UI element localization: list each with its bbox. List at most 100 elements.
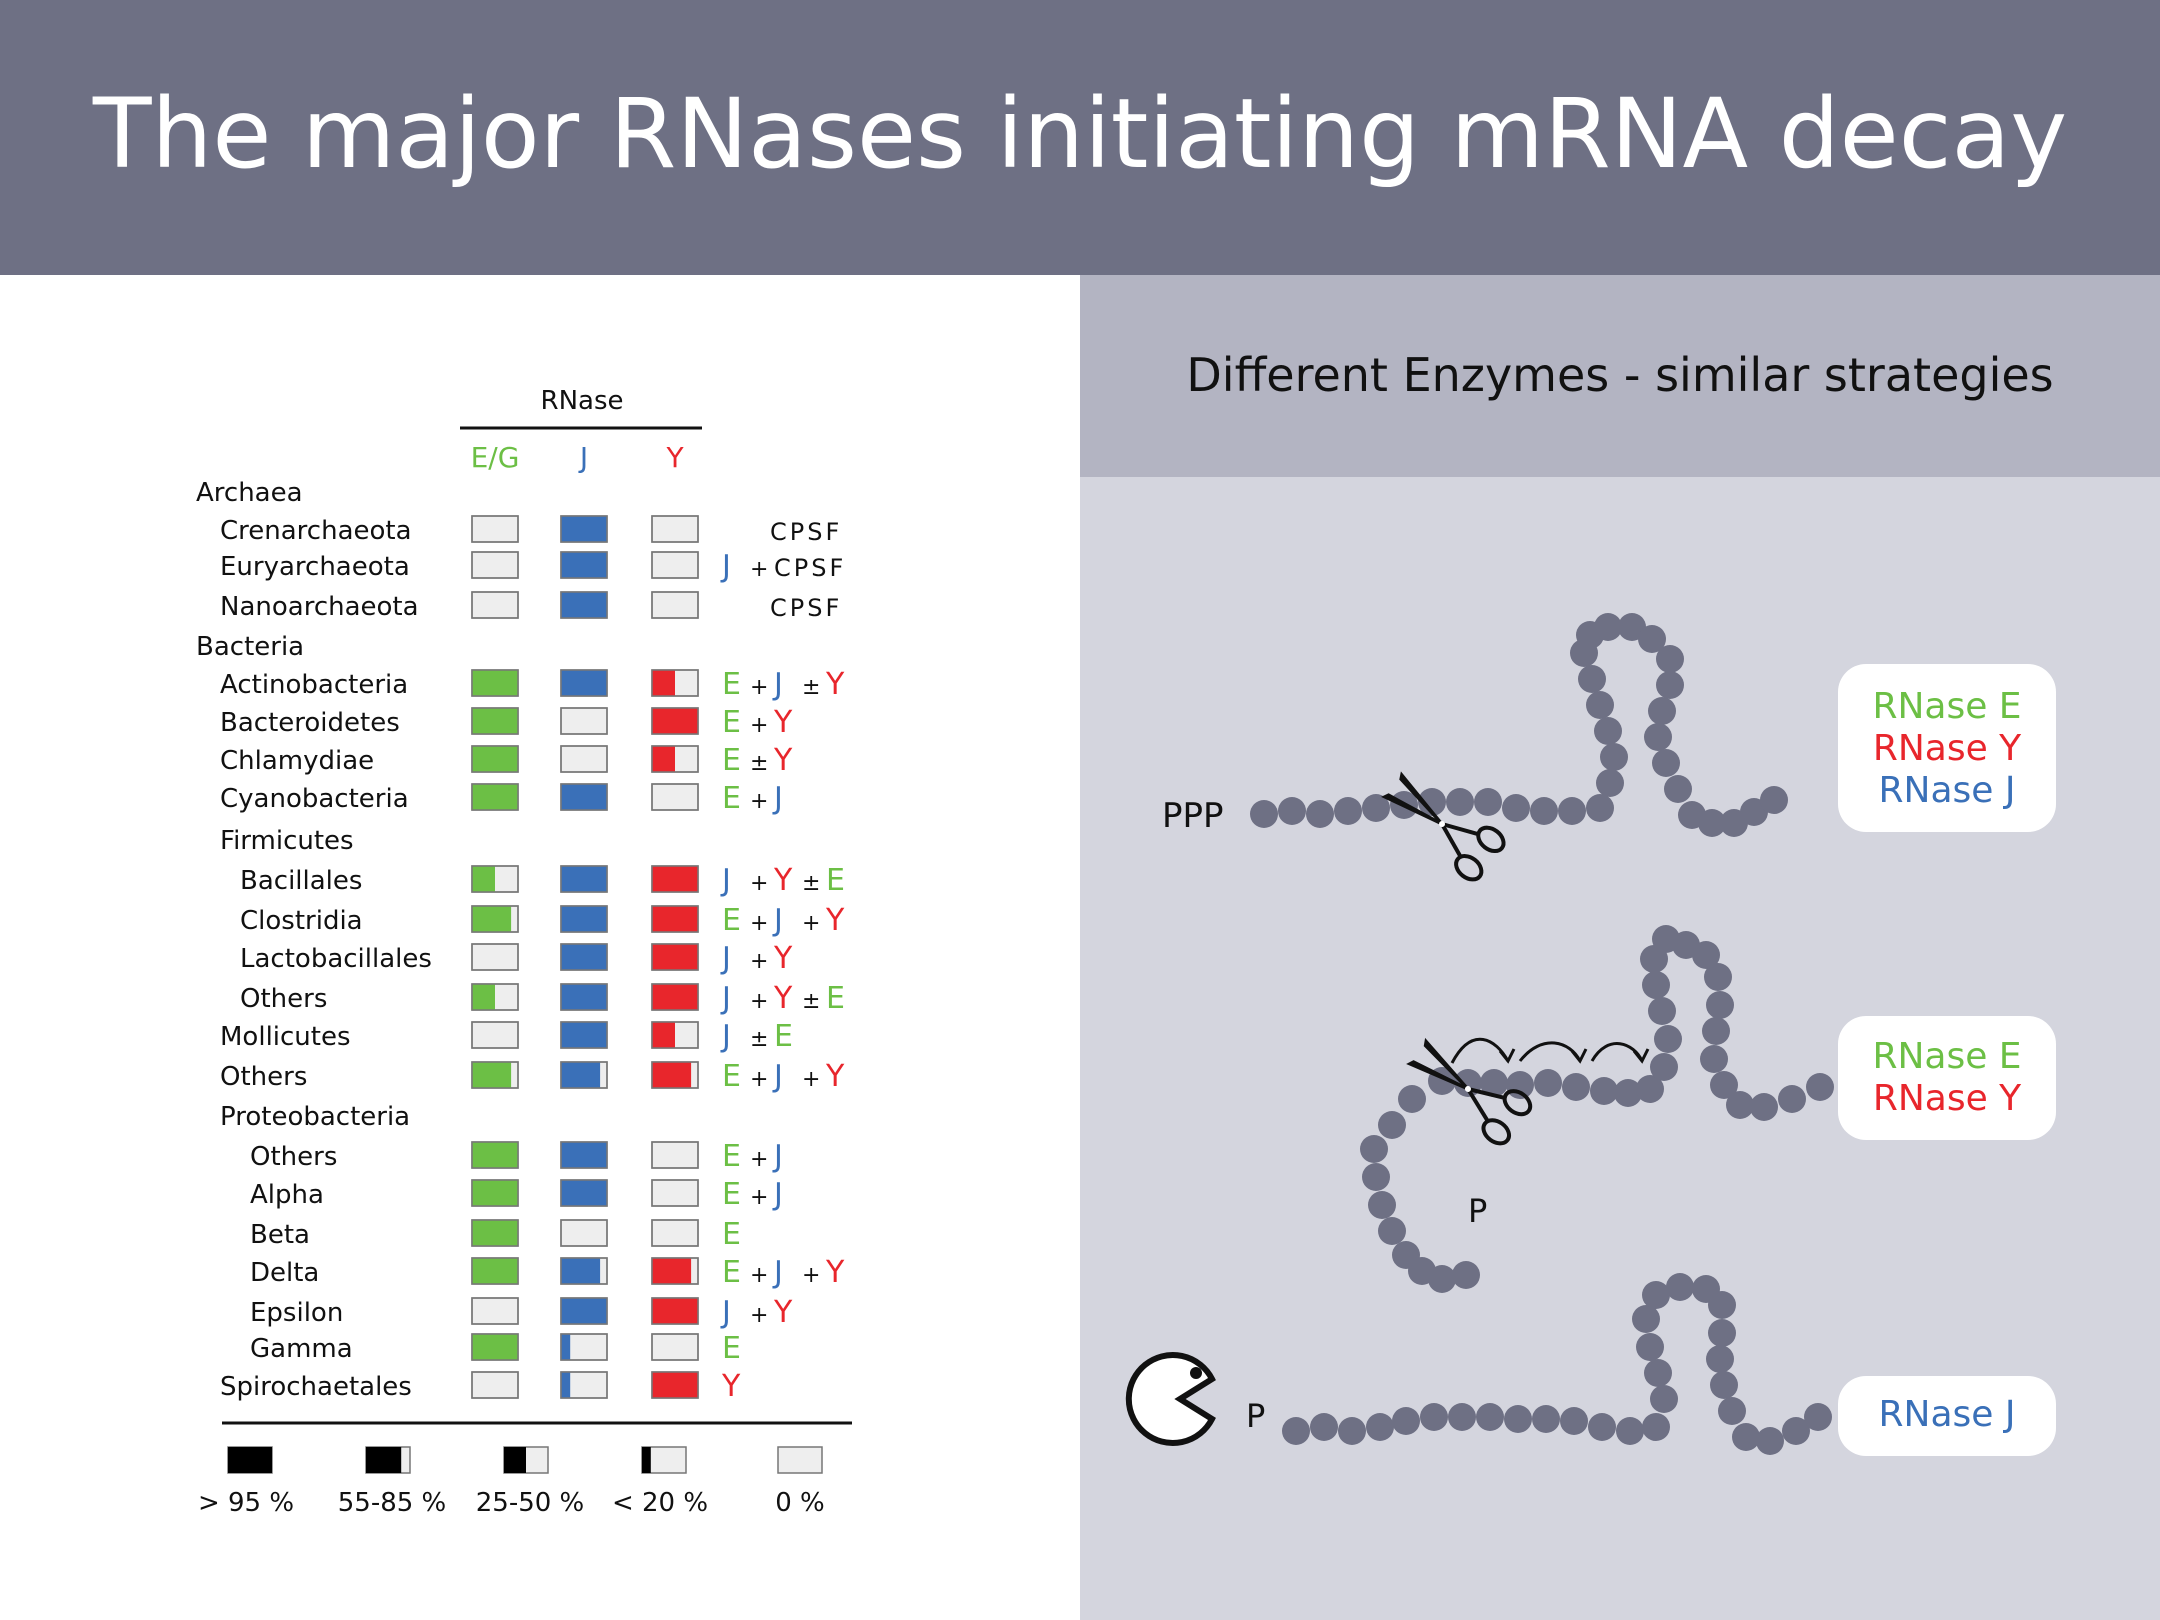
rnase-note: Y — [825, 1255, 845, 1290]
cell-fill — [472, 1142, 518, 1168]
rna-bead — [1282, 1417, 1310, 1445]
end-label-p-3: P — [1246, 1397, 1265, 1435]
rna-bead — [1726, 1091, 1754, 1119]
rnase-note: Y — [773, 705, 793, 740]
rna-bead — [1642, 1413, 1670, 1441]
cell-fill — [561, 592, 607, 618]
cell-fill — [652, 984, 698, 1010]
rna-bead — [1560, 1407, 1588, 1435]
taxon-label: Others — [250, 1142, 337, 1172]
end-label-p-2: P — [1468, 1192, 1487, 1230]
cell-fill — [561, 1334, 570, 1360]
rna-bead — [1452, 1261, 1480, 1289]
cell-fill — [652, 1062, 691, 1088]
scanning-arrow — [1452, 1039, 1508, 1063]
cell-box — [652, 592, 698, 618]
rna-bead — [1708, 1319, 1736, 1347]
rnase-note: + — [750, 713, 768, 738]
rna-bead — [1338, 1417, 1366, 1445]
rnase-note: + — [750, 911, 768, 936]
cell-box — [472, 592, 518, 618]
rnase-note: E — [722, 1331, 741, 1366]
rna-bead — [1760, 786, 1788, 814]
rna-bead — [1650, 1385, 1678, 1413]
pacman-eye-icon — [1190, 1367, 1202, 1379]
rnase-note: ± — [802, 675, 820, 700]
rnase-note: E — [722, 743, 741, 778]
rna-bead — [1804, 1403, 1832, 1431]
cell-fill — [561, 1062, 600, 1088]
rnase-note: Y — [825, 903, 845, 938]
key-label: < 20 % — [612, 1488, 708, 1518]
rna-bead — [1732, 1423, 1760, 1451]
cell-box — [472, 1372, 518, 1398]
rna-bead — [1532, 1405, 1560, 1433]
rnase-note: E — [722, 1177, 741, 1212]
cell-fill — [652, 670, 675, 696]
legend-1-line-1: RNase E — [1838, 686, 2056, 727]
cell-fill — [472, 708, 518, 734]
key-box — [778, 1447, 822, 1473]
rnase-note: + — [750, 949, 768, 974]
rna-bead — [1706, 1345, 1734, 1373]
cell-fill — [561, 1372, 570, 1398]
cell-fill — [652, 866, 698, 892]
scissors-1 — [1376, 764, 1508, 884]
legend-3-line-1: RNase J — [1838, 1394, 2056, 1435]
rna-bead — [1654, 1025, 1682, 1053]
rnase-note: J — [720, 863, 731, 898]
rna-bead — [1378, 1217, 1406, 1245]
rnase-note: Y — [773, 863, 793, 898]
cell-fill — [472, 784, 518, 810]
legend-2-line-1: RNase E — [1838, 1036, 2056, 1077]
rnase-note: CPSF — [770, 518, 842, 546]
rnase-note: ± — [802, 989, 820, 1014]
rna-bead — [1616, 1417, 1644, 1445]
rna-bead — [1594, 613, 1622, 641]
cell-fill — [652, 1258, 691, 1284]
rnase-note: Y — [825, 1059, 845, 1094]
rnase-note: J — [772, 1255, 783, 1290]
rnase-note: + — [750, 989, 768, 1014]
rna-bead — [1594, 717, 1622, 745]
rnase-note: E — [722, 1139, 741, 1174]
taxon-label: Crenarchaeota — [220, 516, 412, 546]
rna-bead — [1666, 1273, 1694, 1301]
rna-bead — [1398, 1085, 1426, 1113]
cell-fill — [472, 1180, 518, 1206]
rna-bead — [1750, 1093, 1778, 1121]
rna-bead — [1362, 1163, 1390, 1191]
rna-bead — [1656, 645, 1684, 673]
rnase-note: + — [802, 911, 820, 936]
cell-box — [561, 1220, 607, 1246]
rnase-note: Y — [773, 941, 793, 976]
rnase-note: J — [772, 903, 783, 938]
rnase-note: E — [722, 1217, 741, 1252]
cell-box — [472, 516, 518, 542]
cell-fill — [472, 906, 511, 932]
rnase-note: J — [772, 781, 783, 816]
rnase-note: J — [720, 1295, 731, 1330]
rna-bead — [1278, 797, 1306, 825]
rna-bead — [1446, 788, 1474, 816]
rnase-note: Y — [773, 1295, 793, 1330]
rnase-note: J — [720, 549, 731, 584]
taxon-label: Lactobacillales — [240, 944, 432, 974]
cell-fill — [561, 552, 607, 578]
cell-fill — [561, 984, 607, 1010]
taxon-label: Euryarchaeota — [220, 552, 410, 582]
cell-fill — [652, 906, 698, 932]
taxon-label: Others — [240, 984, 327, 1014]
rna-bead — [1718, 1397, 1746, 1425]
rna-bead — [1704, 963, 1732, 991]
end-label-ppp: PPP — [1162, 796, 1224, 836]
cell-box — [472, 1298, 518, 1324]
group-label: Archaea — [196, 478, 303, 508]
rna-bead — [1702, 1017, 1730, 1045]
cell-fill — [561, 1180, 607, 1206]
rna-bead — [1706, 991, 1734, 1019]
rna-bead — [1648, 697, 1676, 725]
cell-fill — [472, 746, 518, 772]
rna-bead — [1334, 797, 1362, 825]
rnase-note: Y — [825, 667, 845, 702]
